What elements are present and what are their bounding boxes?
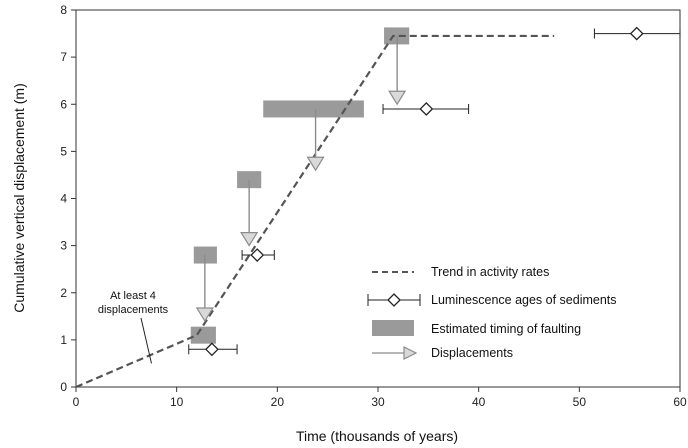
legend-arrow-icon (403, 346, 418, 360)
legend-luminescence-label: Luminescence ages of sediments (431, 293, 617, 307)
trend-line (75, 34, 555, 389)
y-tick-label: 7 (60, 50, 67, 64)
faulting-box (193, 246, 217, 264)
y-tick-label: 1 (60, 333, 67, 347)
luminescence-marker (629, 26, 644, 41)
legend: Trend in activity rates Luminescence age… (367, 265, 617, 360)
displacement-arrow-head (306, 156, 325, 172)
legend-trend-label: Trend in activity rates (431, 265, 549, 279)
x-tick-label: 50 (573, 395, 587, 409)
y-tick-label: 6 (60, 97, 67, 111)
legend-displacements-label: Displacements (431, 346, 513, 360)
faulting-box (190, 326, 216, 344)
y-tick-label: 8 (60, 3, 67, 17)
x-tick-label: 40 (472, 395, 486, 409)
displacement-arrow-head (388, 90, 407, 106)
x-tick-label: 30 (371, 395, 385, 409)
annotation-line-2: displacements (98, 304, 169, 316)
legend-faulting-label: Estimated timing of faulting (431, 322, 581, 336)
x-tick-label: 60 (673, 395, 687, 409)
annotation-pointer (140, 317, 152, 364)
displacement-arrow-head (240, 232, 259, 247)
displacement-arrow-head (195, 307, 214, 323)
x-axis-label: Time (thousands of years) (296, 428, 458, 444)
faulting-box (263, 100, 364, 118)
displacement-arrows (195, 35, 407, 323)
y-tick-label: 4 (60, 192, 67, 206)
y-tick-label: 5 (60, 144, 67, 158)
luminescence-marker (204, 342, 219, 357)
annotation-group: At least 4 displacements (98, 290, 169, 364)
y-tick-label: 3 (60, 239, 67, 253)
y-tick-label: 2 (60, 286, 67, 300)
x-tick-label: 20 (271, 395, 285, 409)
legend-faulting-symbol (372, 320, 414, 336)
y-tick-label: 0 (60, 380, 67, 394)
ticks: 0 10 20 30 40 50 60 0 1 2 3 4 5 6 7 8 (60, 3, 687, 409)
luminescence-marker (419, 102, 434, 116)
y-axis-label: Cumulative vertical displacement (m) (11, 83, 27, 313)
luminescence-points (188, 26, 681, 357)
faulting-boxes (190, 27, 410, 344)
luminescence-marker (250, 248, 265, 262)
trend-group (75, 34, 555, 389)
x-tick-label: 10 (170, 395, 184, 409)
annotation-line-1: At least 4 (110, 290, 156, 302)
legend-diamond-icon (387, 293, 401, 307)
x-tick-label: 0 (73, 395, 80, 409)
